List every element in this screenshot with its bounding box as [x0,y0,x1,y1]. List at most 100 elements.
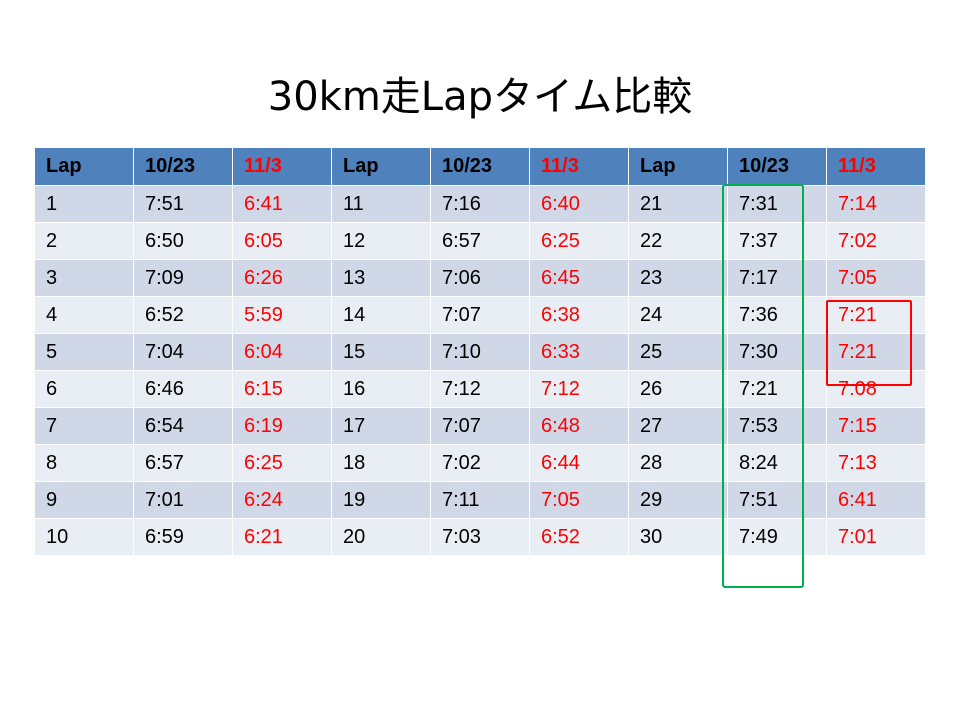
lap-number-cell: 10 [34,518,134,556]
table-row: 10 6:59 6:21 20 7:03 6:52 30 7:49 7:01 [34,518,926,556]
time-113-cell: 6:52 [529,518,629,556]
header-lap: Lap [331,147,431,186]
time-1023-cell: 6:59 [133,518,233,556]
time-1023-cell: 7:03 [430,518,530,556]
table-row: 7 6:54 6:19 17 7:07 6:48 27 7:53 7:15 [34,407,926,445]
lap-number-cell: 7 [34,407,134,445]
table-row: 2 6:50 6:05 12 6:57 6:25 22 7:37 7:02 [34,222,926,260]
lap-number-cell: 5 [34,333,134,371]
time-1023-cell: 7:17 [727,259,827,297]
lap-number-cell: 8 [34,444,134,482]
header-date-113: 11/3 [529,147,629,186]
time-113-cell: 6:19 [232,407,332,445]
lap-number-cell: 6 [34,370,134,408]
time-1023-cell: 7:16 [430,185,530,223]
time-1023-cell: 6:57 [133,444,233,482]
lap-number-cell: 30 [628,518,728,556]
time-1023-cell: 7:11 [430,481,530,519]
lap-number-cell: 11 [331,185,431,223]
slide-title: 30km走Lapタイム比較 [267,74,693,120]
time-1023-cell: 6:57 [430,222,530,260]
time-113-cell: 7:15 [826,407,926,445]
lap-number-cell: 2 [34,222,134,260]
time-1023-cell: 7:04 [133,333,233,371]
time-1023-cell: 7:07 [430,407,530,445]
time-1023-cell: 7:21 [727,370,827,408]
time-1023-cell: 7:31 [727,185,827,223]
time-113-cell: 6:05 [232,222,332,260]
lap-number-cell: 16 [331,370,431,408]
lap-number-cell: 9 [34,481,134,519]
time-1023-cell: 6:50 [133,222,233,260]
time-113-cell: 6:25 [529,222,629,260]
header-date-113: 11/3 [826,147,926,186]
header-date-1023: 10/23 [727,147,827,186]
header-lap: Lap [628,147,728,186]
highlight-box-red [826,300,912,386]
time-1023-cell: 7:37 [727,222,827,260]
lap-number-cell: 21 [628,185,728,223]
time-113-cell: 7:13 [826,444,926,482]
lap-number-cell: 15 [331,333,431,371]
time-1023-cell: 7:06 [430,259,530,297]
lap-number-cell: 14 [331,296,431,334]
time-113-cell: 6:45 [529,259,629,297]
time-1023-cell: 7:02 [430,444,530,482]
time-113-cell: 6:04 [232,333,332,371]
time-1023-cell: 7:30 [727,333,827,371]
time-113-cell: 7:05 [529,481,629,519]
time-1023-cell: 7:07 [430,296,530,334]
table-header-row: Lap 10/23 11/3 Lap 10/23 11/3 Lap 10/23 … [34,147,926,186]
time-1023-cell: 7:36 [727,296,827,334]
lap-number-cell: 26 [628,370,728,408]
lap-time-table: Lap 10/23 11/3 Lap 10/23 11/3 Lap 10/23 … [34,147,926,556]
time-1023-cell: 7:51 [133,185,233,223]
time-113-cell: 7:05 [826,259,926,297]
time-113-cell: 6:40 [529,185,629,223]
time-113-cell: 6:44 [529,444,629,482]
table-row: 1 7:51 6:41 11 7:16 6:40 21 7:31 7:14 [34,185,926,223]
time-1023-cell: 7:09 [133,259,233,297]
time-1023-cell: 7:12 [430,370,530,408]
time-113-cell: 7:14 [826,185,926,223]
time-113-cell: 7:21 [826,333,926,371]
time-113-cell: 6:25 [232,444,332,482]
table-body: 1 7:51 6:41 11 7:16 6:40 21 7:31 7:14 2 6:50 6:05 1 2… [34,185,926,556]
lap-number-cell: 1 [34,185,134,223]
lap-number-cell: 18 [331,444,431,482]
time-113-cell: 7:08 [826,370,926,408]
time-113-cell: 6:15 [232,370,332,408]
time-113-cell: 6:41 [826,481,926,519]
table-row: 4 6:52 5:59 14 7:07 6:38 24 7:36 7:21 [34,296,926,334]
lap-number-cell: 17 [331,407,431,445]
lap-number-cell: 23 [628,259,728,297]
header-date-113: 11/3 [232,147,332,186]
time-113-cell: 7:02 [826,222,926,260]
header-lap: Lap [34,147,134,186]
table-row: 9 7:01 6:24 19 7:11 7:05 29 7:51 6:41 [34,481,926,519]
lap-number-cell: 29 [628,481,728,519]
time-113-cell: 7:01 [826,518,926,556]
lap-number-cell: 4 [34,296,134,334]
time-113-cell: 6:26 [232,259,332,297]
lap-number-cell: 25 [628,333,728,371]
lap-number-cell: 27 [628,407,728,445]
time-113-cell: 6:48 [529,407,629,445]
lap-number-cell: 28 [628,444,728,482]
time-1023-cell: 7:51 [727,481,827,519]
time-113-cell: 6:21 [232,518,332,556]
table-row: 5 7:04 6:04 15 7:10 6:33 25 7:30 7:21 [34,333,926,371]
lap-number-cell: 24 [628,296,728,334]
lap-number-cell: 20 [331,518,431,556]
lap-number-cell: 22 [628,222,728,260]
lap-number-cell: 3 [34,259,134,297]
time-113-cell: 5:59 [232,296,332,334]
time-1023-cell: 7:10 [430,333,530,371]
time-1023-cell: 6:54 [133,407,233,445]
lap-number-cell: 13 [331,259,431,297]
time-1023-cell: 7:53 [727,407,827,445]
time-113-cell: 6:41 [232,185,332,223]
time-1023-cell: 7:49 [727,518,827,556]
table-row: 6 6:46 6:15 16 7:12 7:12 26 7:21 7:08 [34,370,926,408]
time-113-cell: 6:33 [529,333,629,371]
